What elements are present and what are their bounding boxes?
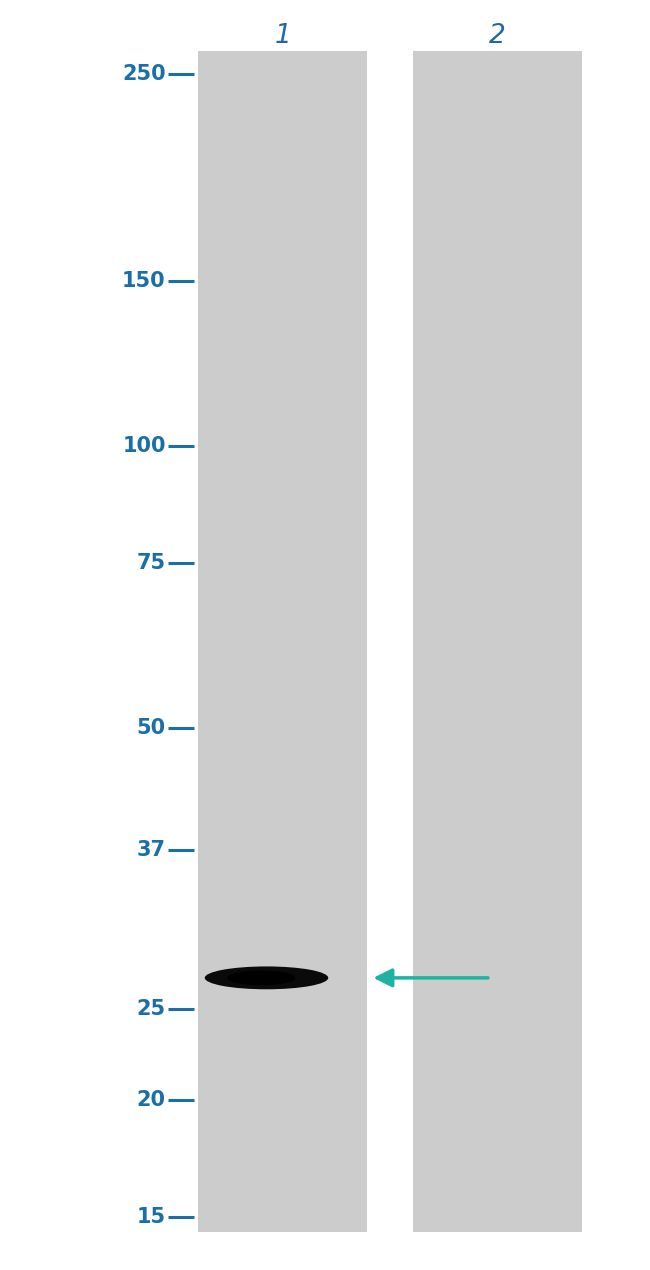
Text: 50: 50 [136,718,166,738]
Bar [413,51,582,1232]
Text: 100: 100 [122,436,166,456]
Ellipse shape [227,970,295,986]
Text: 150: 150 [122,272,166,291]
Text: 75: 75 [136,552,166,573]
Ellipse shape [271,972,314,982]
Bar [198,51,367,1232]
Text: 37: 37 [136,839,166,860]
Text: 25: 25 [136,999,166,1019]
Text: 20: 20 [136,1090,166,1110]
Text: 250: 250 [122,64,166,84]
Text: 1: 1 [274,23,291,48]
Text: 2: 2 [489,23,506,48]
Text: 15: 15 [136,1206,166,1227]
Ellipse shape [205,966,328,989]
